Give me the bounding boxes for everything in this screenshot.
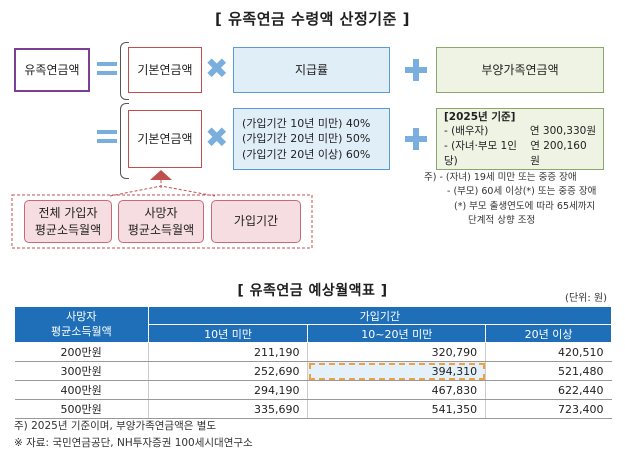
row-income: 200만원: [14, 342, 149, 362]
component-period: 가입기간: [211, 200, 301, 243]
family-spouse-label: - (배우자): [444, 125, 489, 138]
cell-value: 335,690: [147, 399, 308, 419]
family-spouse-value: 연 300,330원: [529, 125, 596, 138]
component-connector: [11, 170, 313, 249]
row-income: 500만원: [14, 399, 149, 419]
bracket-row2: [120, 103, 129, 179]
note-line-3: (*) 부모 출생연도에 따라 65세까지: [454, 201, 596, 212]
bracket-row1: [120, 42, 129, 100]
table-header-row-1: 사망자 평균소득월액 가입기간: [14, 306, 613, 343]
family-spouse-row: - (배우자) 연 300,330원: [444, 124, 596, 139]
plus-icon-2: [405, 128, 427, 150]
result-box: 유족연금액: [14, 48, 90, 92]
table-row: 200만원 211,190 320,790 420,510: [14, 342, 612, 362]
rate-item-2: (가입기간 20년 미만) 50%: [242, 132, 371, 146]
base-pension-box-1: 기본연금액: [128, 47, 202, 93]
row-header-cell: 사망자 평균소득월액: [14, 306, 149, 343]
cell-value: 320,790: [307, 342, 486, 362]
cell-value: 622,440: [485, 380, 612, 400]
note-line-1: 주) - (자녀) 19세 미만 또는 중증 장애: [424, 172, 577, 183]
table-row: 400만원 294,190 467,830 622,440: [14, 380, 612, 400]
component-deceased-label: 사망자: [144, 205, 178, 220]
multiply-icon-2: ✖: [205, 121, 229, 154]
plus-icon-1: [405, 59, 427, 81]
equals-icon-2: [97, 130, 117, 146]
table-title: [ 유족연금 예상월액표 ]: [237, 283, 388, 299]
rate-item-3: (가입기간 20년 이상) 60%: [242, 147, 371, 161]
family-detail-title: [2025년 기준]: [444, 110, 516, 123]
cell-value: 541,350: [307, 399, 486, 419]
footnote-1: 주) 2025년 기준이며, 부양가족연금액은 별도: [14, 420, 217, 432]
family-child-row: - (자녀·부모 1인당) 연 200,160원: [444, 139, 596, 168]
family-child-value: 연 200,160원: [530, 140, 587, 167]
col-header-1: 10년 미만: [147, 324, 309, 343]
note-line-4: 단계적 상향 조정: [468, 215, 536, 226]
component-all-avg-income: 전체 가입자 평균소득월액: [24, 200, 112, 243]
note-line-2: - (부모) 60세 이상(*) 또는 중증 장애: [447, 186, 597, 197]
table-header-row-2: 10년 미만 10~20년 미만 20년 이상: [15, 324, 612, 343]
col-group-header: 가입기간: [147, 306, 613, 325]
row-header-line-2: 평균소득월액: [51, 324, 112, 338]
cell-value: 467,830: [307, 380, 486, 400]
family-child-label: - (자녀·부모 1인당): [444, 140, 517, 167]
component-all-avg-income-label: 전체 가입자: [38, 205, 98, 220]
row-income: 400만원: [14, 380, 149, 400]
rate-box: 지급률: [233, 47, 390, 93]
row-header-line-1: 사망자: [66, 309, 97, 323]
table-row: 300만원 252,690 394,310 521,480: [14, 361, 612, 381]
cell-value: 420,510: [485, 342, 612, 362]
highlighted-cell-value: 394,310: [307, 361, 486, 381]
component-all-avg-income-label-2: 평균소득월액: [34, 222, 102, 237]
cell-value: 252,690: [147, 361, 308, 381]
multiply-icon-1: ✖: [205, 52, 229, 85]
family-detail-box: [2025년 기준] - (배우자) 연 300,330원 - (자녀·부모 1…: [436, 108, 604, 170]
pension-table: 사망자 평균소득월액 가입기간 10년 미만 10~20년 미만 20년 이상 …: [14, 306, 613, 419]
rate-item-1: (가입기간 10년 미만) 40%: [242, 116, 371, 130]
cell-value: 211,190: [147, 342, 308, 362]
family-pension-box: 부양가족연금액: [436, 47, 604, 93]
cell-value: 521,480: [485, 361, 612, 381]
page-title: [ 유족연금 수령액 산정기준 ]: [215, 10, 410, 28]
table-unit: (단위: 원): [565, 293, 607, 304]
base-pension-box-2: 기본연금액: [128, 110, 202, 168]
component-deceased-label-2: 평균소득월액: [127, 222, 195, 237]
col-header-3: 20년 이상: [485, 324, 612, 343]
table-row: 500만원 335,690 541,350 723,400: [14, 399, 612, 419]
rate-list-box: (가입기간 10년 미만) 40% (가입기간 20년 미만) 50% (가입기…: [233, 108, 390, 170]
cell-value: 723,400: [485, 399, 612, 419]
col-header-2: 10~20년 미만: [307, 324, 487, 343]
footnote-2: ※ 자료: 국민연금공단, NH투자증권 100세시대연구소: [14, 437, 253, 449]
component-deceased-avg-income: 사망자 평균소득월액: [118, 200, 204, 243]
equals-icon: [97, 62, 117, 78]
cell-value: 294,190: [147, 380, 308, 400]
row-income: 300만원: [14, 361, 149, 381]
